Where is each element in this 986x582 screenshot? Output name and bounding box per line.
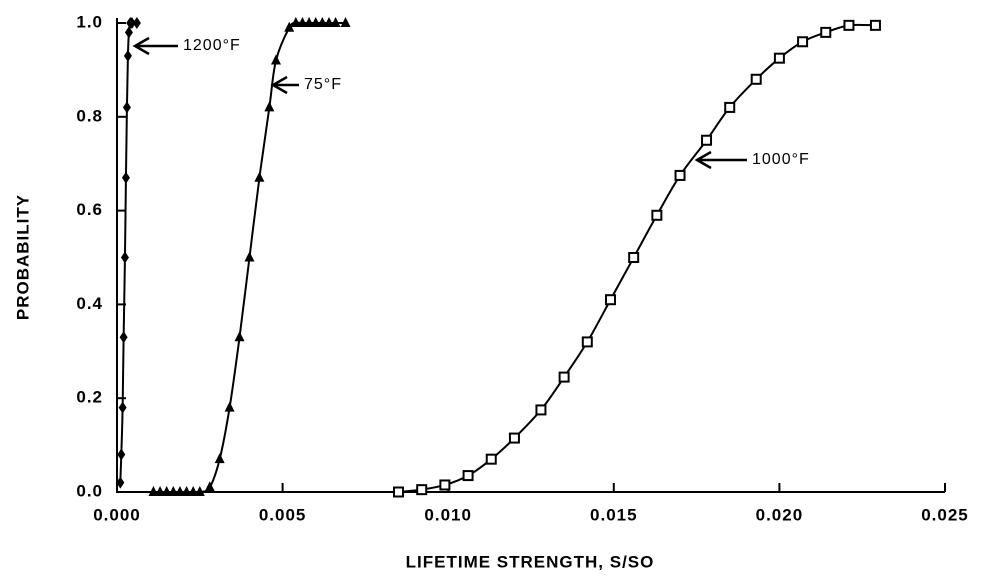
y-tick-label: 1.0 (76, 12, 103, 31)
marker (724, 101, 736, 113)
y-tick-label: 0.8 (76, 106, 103, 125)
marker (439, 479, 451, 491)
marker (535, 404, 547, 416)
y-axis-label: PROBABILITY (13, 194, 32, 320)
x-tick-label: 0.000 (93, 505, 141, 524)
marker (508, 432, 520, 444)
marker (123, 49, 132, 62)
marker (558, 371, 570, 383)
annotation-arrow (132, 36, 178, 56)
y-tick-label: 0.2 (76, 388, 103, 407)
marker (181, 486, 192, 496)
series-label: 75°F (304, 76, 342, 93)
marker (264, 101, 275, 112)
marker (869, 19, 881, 31)
annotation-arrow (694, 150, 747, 170)
marker (224, 401, 235, 412)
y-tick-label: 0.0 (76, 481, 103, 500)
marker (155, 486, 166, 496)
marker (214, 453, 225, 464)
marker (122, 101, 131, 114)
marker (674, 169, 686, 181)
marker (330, 17, 341, 27)
annotation-arrow (270, 75, 299, 95)
marker (124, 26, 133, 39)
marker (843, 19, 855, 31)
marker (284, 21, 295, 32)
marker (462, 470, 474, 482)
marker (317, 17, 328, 27)
marker (168, 486, 179, 496)
marker (188, 486, 199, 496)
marker (132, 17, 141, 29)
marker (820, 26, 832, 38)
marker (119, 331, 128, 344)
marker (297, 17, 308, 27)
marker (244, 251, 255, 262)
marker (174, 486, 185, 496)
marker (118, 401, 127, 414)
marker (773, 52, 785, 64)
marker (127, 17, 136, 29)
marker (116, 476, 125, 489)
marker (651, 209, 663, 221)
x-tick-label: 0.025 (921, 505, 969, 524)
x-axis-label: LIFETIME STRENGTH, S/SO (406, 552, 655, 571)
marker (304, 17, 315, 27)
x-tick-label: 0.005 (259, 505, 307, 524)
x-tick-label: 0.015 (590, 505, 638, 524)
marker (340, 17, 351, 27)
marker (270, 54, 281, 65)
marker (290, 17, 301, 27)
marker (750, 73, 762, 85)
series-line (119, 21, 137, 483)
marker (194, 486, 205, 496)
marker (204, 481, 215, 492)
marker (254, 171, 265, 182)
marker (628, 252, 640, 263)
marker (148, 486, 159, 496)
marker (416, 484, 428, 496)
x-tick-label: 0.010 (424, 505, 472, 524)
marker (310, 17, 321, 27)
marker (234, 331, 245, 342)
marker (393, 486, 405, 498)
marker (797, 36, 809, 48)
marker (121, 171, 130, 184)
marker (604, 294, 616, 306)
series-label: 1200°F (183, 37, 241, 54)
y-tick-label: 0.4 (76, 294, 103, 313)
marker (323, 17, 334, 27)
marker (117, 448, 126, 461)
marker (581, 336, 593, 348)
series-label: 1000°F (752, 151, 810, 168)
marker (120, 251, 129, 264)
y-tick-label: 0.6 (76, 200, 103, 219)
marker (485, 453, 497, 465)
marker (701, 134, 713, 146)
x-tick-label: 0.020 (756, 505, 804, 524)
marker (161, 486, 172, 496)
